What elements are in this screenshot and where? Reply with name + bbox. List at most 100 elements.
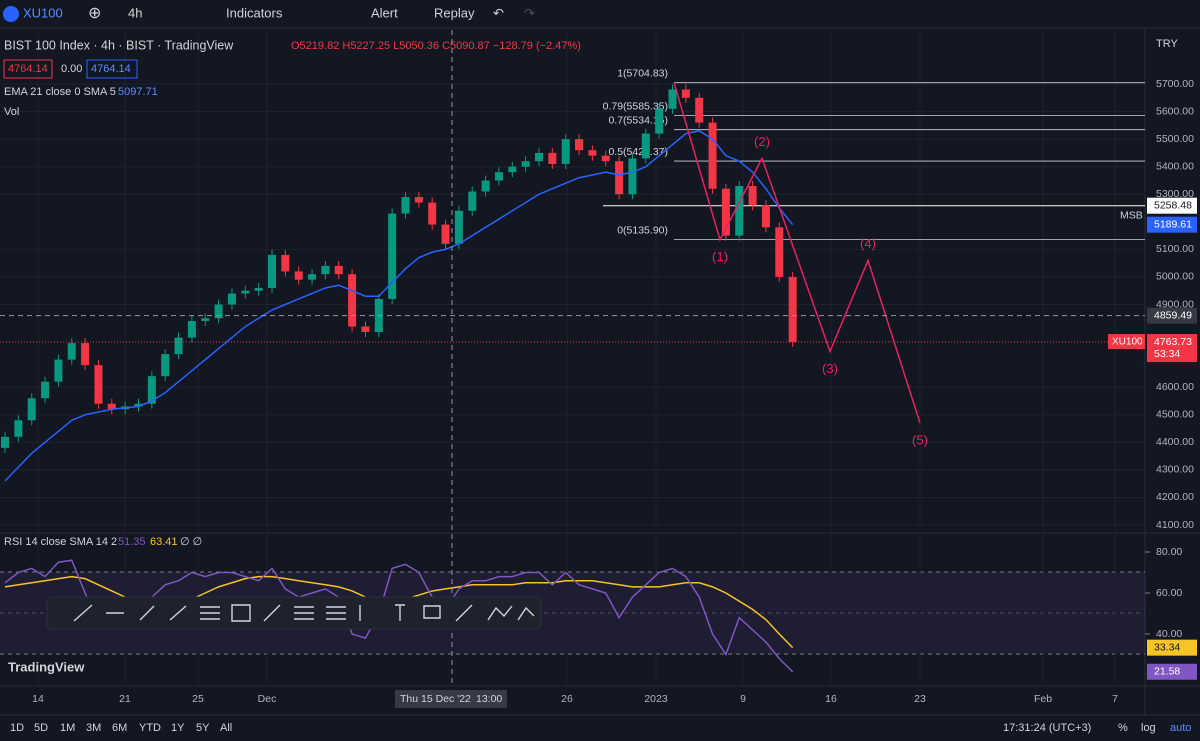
legend: BIST 100 Index · 4h · BIST · TradingView…: [3, 38, 1178, 548]
candle-body: [214, 304, 223, 319]
indicators[interactable]: Indicators: [226, 5, 283, 20]
interval[interactable]: 4h: [128, 5, 142, 20]
x-tick-label: 7: [1112, 693, 1118, 705]
range-button[interactable]: All: [220, 722, 232, 734]
candle-body: [348, 274, 357, 327]
wave-label: (2): [754, 134, 770, 149]
range-button[interactable]: 5Y: [196, 722, 210, 734]
crosshair-badge-bg: [1147, 307, 1197, 324]
candle-body: [308, 274, 317, 280]
range-button[interactable]: 1Y: [171, 722, 185, 734]
last-badge-bg: [1147, 334, 1197, 363]
candle-body: [494, 172, 503, 181]
candle-body: [561, 139, 570, 164]
last-countdown: 53:34: [1154, 348, 1180, 360]
rsi-badge: 21.58: [1154, 666, 1180, 678]
currency[interactable]: TRY: [1156, 38, 1178, 50]
clock: 17:31:24 (UTC+3): [1003, 722, 1091, 734]
candle-body: [361, 326, 370, 333]
undo[interactable]: ↶: [493, 5, 504, 20]
ema-value: 5097.71: [118, 86, 158, 98]
spread: 0.00: [61, 63, 82, 75]
wave-label: (5): [912, 432, 928, 447]
x-tick-label: 26: [561, 693, 573, 705]
candle-body: [67, 343, 76, 360]
wave-label: (4): [860, 236, 876, 251]
candle-body: [54, 359, 63, 382]
x-tick-label: 16: [825, 693, 837, 705]
candle-body: [268, 254, 276, 288]
candle-body: [401, 197, 410, 214]
wave-label: (3): [822, 361, 838, 376]
candle-body: [134, 403, 143, 407]
range-button[interactable]: YTD: [139, 722, 161, 734]
x-tick-label: Dec: [258, 693, 277, 705]
y-tick-label: 4900.00: [1156, 298, 1194, 310]
candle-body: [321, 265, 330, 275]
candle-body: [428, 202, 437, 225]
candle-body: [721, 188, 730, 236]
ask: 4764.14: [91, 63, 131, 75]
y-tick-label: 5500.00: [1156, 133, 1194, 145]
percent[interactable]: %: [1118, 722, 1128, 734]
candle-body: [735, 185, 744, 236]
rsi-sma-value: 63.41: [150, 536, 178, 548]
x-tick-label: 9: [740, 693, 746, 705]
range-button[interactable]: 3M: [86, 722, 101, 734]
rsi-tick-label: 40.00: [1156, 628, 1182, 640]
msb-badge-bg: [1147, 197, 1197, 214]
symbol[interactable]: XU100: [23, 5, 63, 20]
range-button[interactable]: 1M: [60, 722, 75, 734]
range-button[interactable]: 1D: [10, 722, 24, 734]
bottom-bar: 17:31:24 (UTC+3) % log auto 1D 5D 1M 3M 6M YT…: [10, 722, 1191, 734]
ohlc: O5219.82 H5227.25 L5050.36 C5090.87 −128…: [291, 40, 581, 52]
candle-body: [681, 89, 690, 98]
candle-body: [147, 376, 156, 404]
candle-body: [454, 210, 463, 244]
y-tick-label: 4100.00: [1156, 519, 1194, 531]
ema-line: [4, 130, 794, 482]
wave-label: (1): [712, 249, 728, 264]
ema-badge-bg: [1147, 216, 1197, 233]
crosshair-clock: 13:00: [476, 693, 502, 705]
rsi-badge-bg: [1147, 663, 1197, 680]
auto[interactable]: auto: [1170, 722, 1191, 734]
x-tick-label: 25: [192, 693, 204, 705]
candle-body: [761, 205, 770, 228]
candle-body: [227, 293, 236, 305]
alert[interactable]: Alert: [371, 5, 398, 20]
replay[interactable]: Replay: [434, 5, 475, 20]
candle-body: [641, 133, 650, 159]
log[interactable]: log: [1141, 722, 1156, 734]
candle-body: [708, 122, 717, 189]
candle-body: [775, 227, 784, 277]
logo: TradingView: [8, 659, 85, 674]
candle-body: [294, 271, 303, 280]
x-tick-label: 14: [32, 693, 44, 705]
candle-body: [254, 287, 263, 291]
candle-body: [27, 398, 36, 421]
candle-body: [334, 265, 343, 275]
rsi-value: 51.35: [118, 536, 146, 548]
candle-body: [548, 152, 557, 164]
ema-legend: EMA 21 close 0 SMA 5: [4, 86, 116, 98]
last-symbol: XU100: [1112, 337, 1143, 348]
add-symbol[interactable]: ⊕: [88, 5, 101, 22]
y-tick-label: 4400.00: [1156, 436, 1194, 448]
candle-body: [81, 343, 90, 366]
range-button[interactable]: 5D: [34, 722, 48, 734]
candle-body: [521, 161, 530, 167]
drawing-tools[interactable]: [73, 604, 535, 622]
candle-body: [668, 89, 677, 109]
crosshair-time: Thu 15 Dec '22: [400, 693, 471, 705]
symbol-icon: [3, 6, 19, 22]
vol-legend: Vol: [4, 106, 19, 118]
y-tick-label: 5300.00: [1156, 188, 1194, 200]
rsi-tick-label: 60.00: [1156, 587, 1182, 599]
fib-label: 0.7(5534.15): [608, 114, 668, 126]
candle-body: [241, 290, 250, 294]
redo[interactable]: ↷: [524, 5, 535, 20]
candle-body: [187, 321, 196, 338]
range-button[interactable]: 6M: [112, 722, 127, 734]
